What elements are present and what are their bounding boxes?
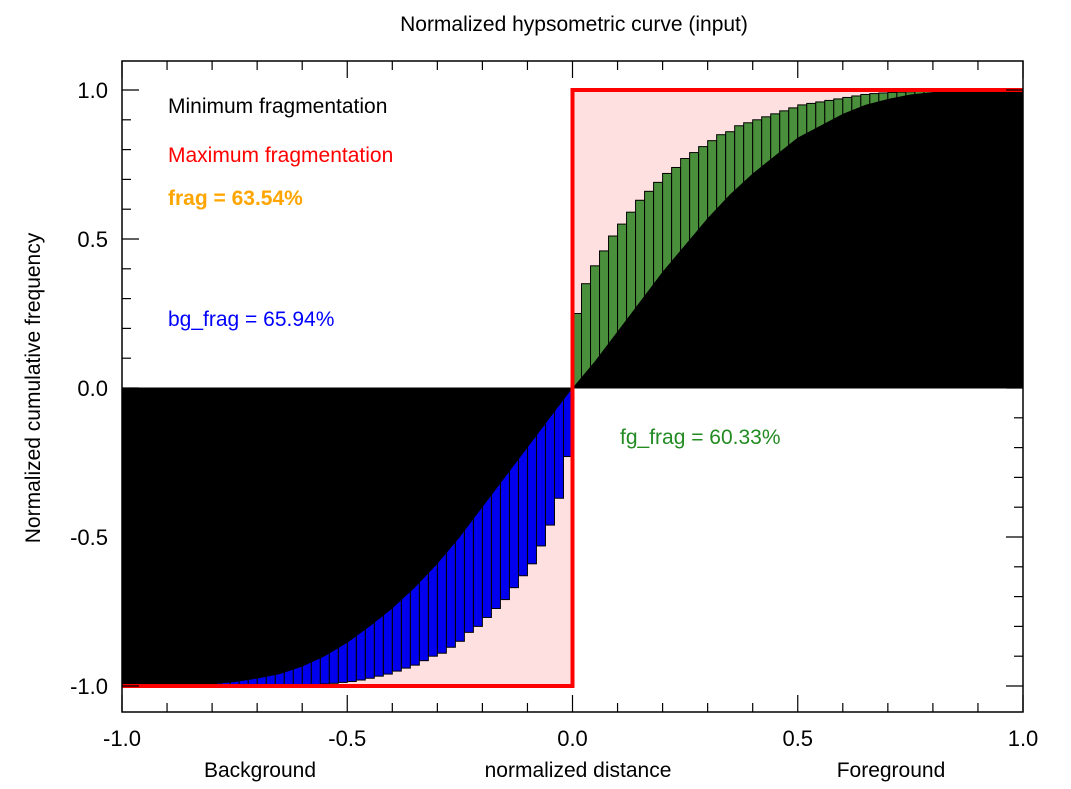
x-tick-label: 0.5: [782, 726, 813, 751]
bg-frag-annotation: bg_frag = 65.94%: [168, 308, 334, 331]
x-end-label-foreground: Foreground: [837, 759, 946, 782]
x-tick-label: 0.0: [557, 726, 588, 751]
y-tick-label: -0.5: [70, 525, 108, 550]
max-frag-line-bg: [122, 388, 575, 688]
max-frag-line-fg: [570, 88, 1023, 388]
y-axis-label: Normalized cumulative frequency: [22, 232, 45, 543]
frag-annotation: frag = 63.54%: [168, 187, 303, 210]
x-tick-label: 1.0: [1008, 726, 1039, 751]
x-tick-label: -1.0: [103, 726, 141, 751]
y-tick-label: 1.0: [77, 78, 108, 103]
chart-title: Normalized hypsometric curve (input): [400, 13, 748, 36]
fg-frag-annotation: fg_frag = 60.33%: [620, 426, 781, 449]
y-tick-label: 0.0: [77, 376, 108, 401]
x-end-label-background: Background: [204, 759, 316, 782]
x-tick-label: -0.5: [328, 726, 366, 751]
x-axis-label: normalized distance: [485, 759, 672, 782]
legend-minimum-fragmentation: Minimum fragmentation: [168, 95, 387, 118]
min-frag-fill-fg: [572, 90, 1023, 388]
min-frag-fill-bg: [122, 388, 573, 686]
y-tick-label: 0.5: [77, 227, 108, 252]
plot-area: -1.0 -1.0 -0.5 -0.5 0.0 0.0 0.5 0.5 1.0 1.0: [70, 60, 1039, 751]
legend-maximum-fragmentation: Maximum fragmentation: [168, 144, 393, 167]
y-tick-label: -1.0: [70, 674, 108, 699]
